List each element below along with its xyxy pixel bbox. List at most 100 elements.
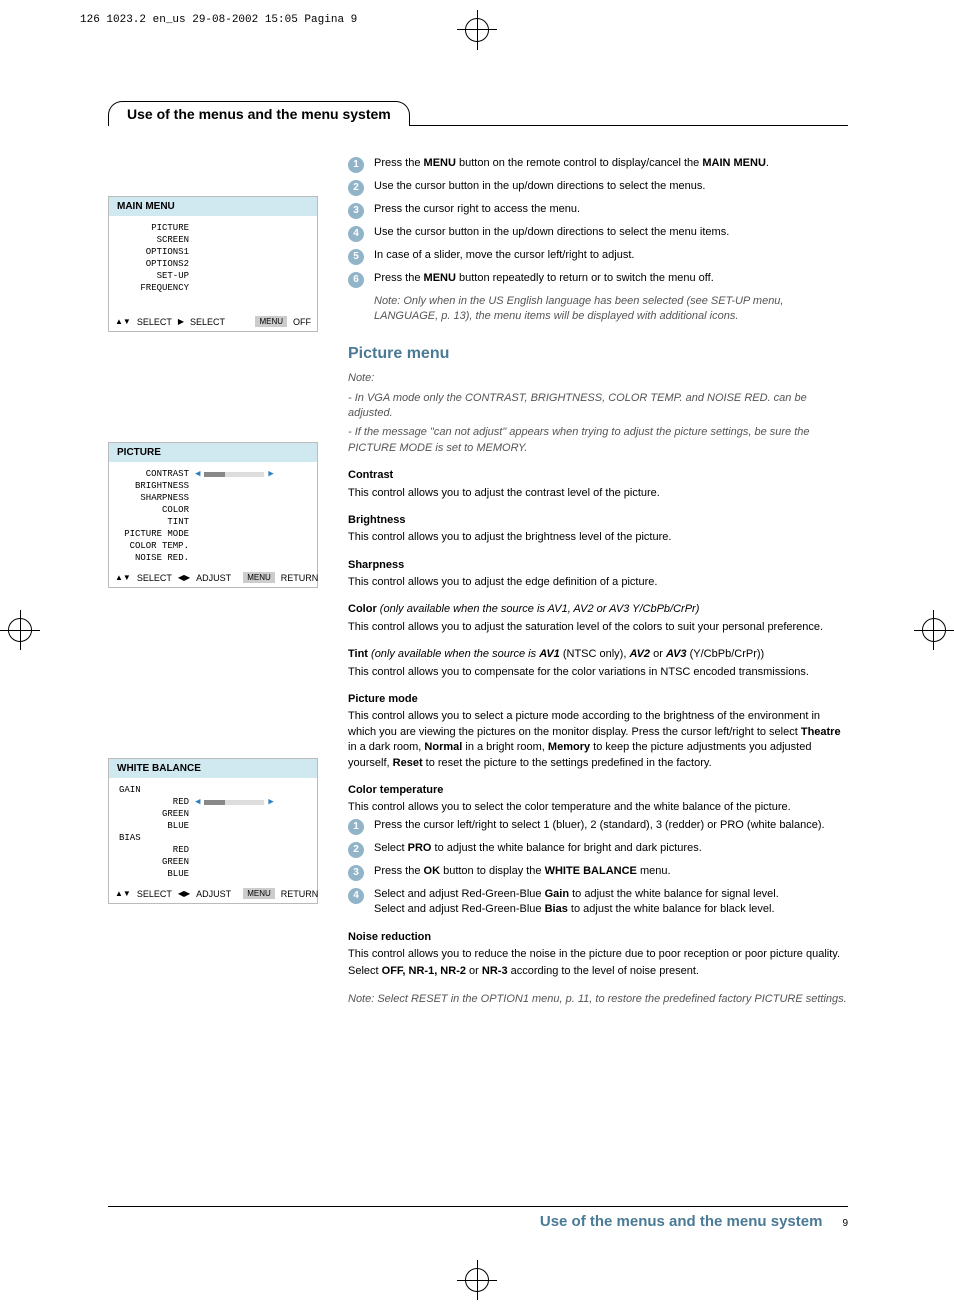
menu-item: TINT	[117, 517, 195, 527]
step-number-icon: 4	[348, 888, 364, 904]
subheading: Noise reduction	[348, 930, 848, 945]
menu-footer: ▲▼ SELECT ▶ SELECT MENU OFF	[109, 312, 317, 331]
menu-item: GREEN	[117, 809, 195, 819]
white-balance-menu-box: WHITE BALANCE GAIN RED ◀ ▶ GREEN BLUE BI…	[108, 758, 318, 904]
step-row: 6 Press the MENU button repeatedly to re…	[348, 271, 848, 288]
step-text: Use the cursor button in the up/down dir…	[374, 179, 848, 194]
note-text: - In VGA mode only the CONTRAST, BRIGHTN…	[348, 391, 848, 422]
subheading: Sharpness	[348, 558, 848, 573]
updown-icon: ▲▼	[115, 573, 131, 582]
slider-track	[204, 472, 264, 477]
menu-group: GAIN	[117, 785, 195, 795]
menu-item: NOISE RED.	[117, 553, 195, 563]
right-icon: ▶	[178, 317, 184, 326]
paragraph: This control allows you to adjust the ed…	[348, 575, 848, 590]
paragraph: Select OFF, NR-1, NR-2 or NR-3 according…	[348, 964, 848, 979]
step-text: Use the cursor button in the up/down dir…	[374, 225, 848, 240]
crop-circle	[922, 618, 946, 642]
footer-menu-pill: MENU	[255, 316, 287, 327]
footer-select: SELECT	[137, 317, 172, 327]
title-row: Use of the menus and the menu system	[108, 100, 848, 126]
step-text: Select PRO to adjust the white balance f…	[374, 841, 848, 856]
left-column: MAIN MENU PICTURE SCREEN OPTIONS1 OPTION…	[108, 156, 318, 1009]
menu-item: SCREEN	[117, 235, 195, 245]
section-heading: Picture menu	[348, 343, 848, 365]
menu-item: SHARPNESS	[117, 493, 195, 503]
menu-item: OPTIONS1	[117, 247, 195, 257]
paragraph: This control allows you to select the co…	[348, 800, 848, 815]
subheading: Color temperature	[348, 783, 848, 798]
crop-circle	[465, 1268, 489, 1292]
step-row: 5 In case of a slider, move the cursor l…	[348, 248, 848, 265]
leftright-icon: ◀▶	[178, 889, 190, 898]
step-number-icon: 2	[348, 842, 364, 858]
right-arrow-icon: ▶	[268, 797, 273, 807]
paragraph: Color (only available when the source is…	[348, 602, 848, 617]
step-number-icon: 5	[348, 249, 364, 265]
step-row: 3 Press the cursor right to access the m…	[348, 202, 848, 219]
paragraph: This control allows you to adjust the sa…	[348, 620, 848, 635]
page-title: Use of the menus and the menu system	[108, 101, 410, 126]
footer-select: SELECT	[190, 317, 225, 327]
main-menu-box: MAIN MENU PICTURE SCREEN OPTIONS1 OPTION…	[108, 196, 318, 332]
step-number-icon: 1	[348, 819, 364, 835]
paragraph: This control allows you to adjust the br…	[348, 530, 848, 545]
step-text: Select and adjust Red-Green-Blue Gain to…	[374, 887, 848, 918]
subheading: Picture mode	[348, 692, 848, 707]
menu-item: CONTRAST	[117, 469, 195, 479]
right-arrow-icon: ▶	[268, 469, 273, 479]
menu-item: BLUE	[117, 821, 195, 831]
footer-select: SELECT	[137, 573, 172, 583]
menu-item: PICTURE MODE	[117, 529, 195, 539]
footer-off: OFF	[293, 317, 311, 327]
step-row: 4 Use the cursor button in the up/down d…	[348, 225, 848, 242]
menu-item: COLOR TEMP.	[117, 541, 195, 551]
note-label: Note:	[348, 371, 848, 386]
page-content: Use of the menus and the menu system MAI…	[108, 100, 848, 1009]
footer-return: RETURN	[281, 573, 319, 583]
menu-title: PICTURE	[109, 443, 317, 462]
note-text: Note: Select RESET in the OPTION1 menu, …	[348, 992, 848, 1007]
step-number-icon: 3	[348, 865, 364, 881]
footer-title: Use of the menus and the menu system	[540, 1213, 823, 1230]
page-footer: Use of the menus and the menu system 9	[108, 1206, 848, 1230]
step-number-icon: 4	[348, 226, 364, 242]
step-text: Press the cursor right to access the men…	[374, 202, 848, 217]
menu-footer: ▲▼ SELECT ◀▶ ADJUST MENU RETURN	[109, 568, 317, 587]
step-number-icon: 1	[348, 157, 364, 173]
step-number-icon: 2	[348, 180, 364, 196]
subheading: Brightness	[348, 513, 848, 528]
footer-menu-pill: MENU	[243, 888, 275, 899]
menu-item: RED	[117, 845, 195, 855]
footer-select: SELECT	[137, 889, 172, 899]
footer-page-number: 9	[842, 1218, 848, 1229]
step-text: Press the MENU button on the remote cont…	[374, 156, 848, 171]
step-number-icon: 3	[348, 203, 364, 219]
right-column: 1 Press the MENU button on the remote co…	[348, 156, 848, 1009]
menu-item: BLUE	[117, 869, 195, 879]
header-meta: 126 1023.2 en_us 29-08-2002 15:05 Pagina…	[80, 14, 357, 26]
footer-menu-pill: MENU	[243, 572, 275, 583]
step-row: 1 Press the MENU button on the remote co…	[348, 156, 848, 173]
menu-item: GREEN	[117, 857, 195, 867]
slider: ◀ ▶	[195, 469, 309, 479]
menu-item: SET-UP	[117, 271, 195, 281]
updown-icon: ▲▼	[115, 889, 131, 898]
step-row: 2 Select PRO to adjust the white balance…	[348, 841, 848, 858]
note-text: Note: Only when in the US English langua…	[374, 294, 848, 325]
menu-footer: ▲▼ SELECT ◀▶ ADJUST MENU RETURN	[109, 884, 317, 903]
slider-track	[204, 800, 264, 805]
menu-item: FREQUENCY	[117, 283, 195, 293]
paragraph: This control allows you to reduce the no…	[348, 947, 848, 962]
step-row: 2 Use the cursor button in the up/down d…	[348, 179, 848, 196]
paragraph: This control allows you to select a pict…	[348, 709, 848, 771]
step-number-icon: 6	[348, 272, 364, 288]
footer-adjust: ADJUST	[196, 573, 231, 583]
footer-adjust: ADJUST	[196, 889, 231, 899]
crop-circle	[8, 618, 32, 642]
leftright-icon: ◀▶	[178, 573, 190, 582]
picture-menu-box: PICTURE CONTRAST ◀ ▶ BRIGHTNESS SHARPNES…	[108, 442, 318, 588]
menu-item: RED	[117, 797, 195, 807]
step-text: Press the OK button to display the WHITE…	[374, 864, 848, 879]
left-arrow-icon: ◀	[195, 469, 200, 479]
